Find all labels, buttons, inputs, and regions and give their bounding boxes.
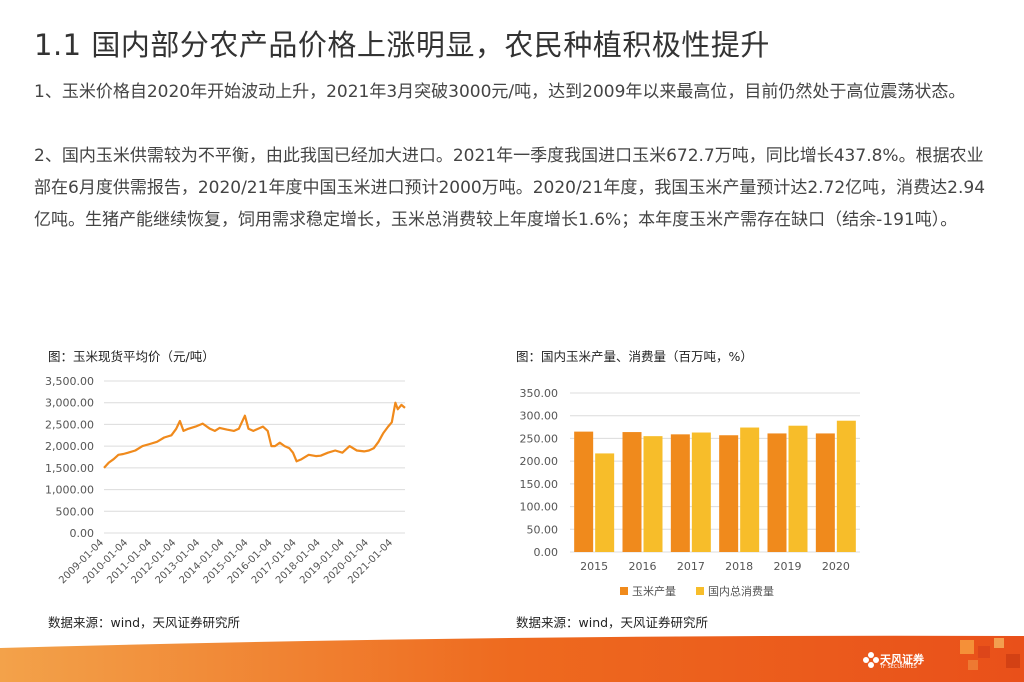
- page-title: 1.1 国内部分农产品价格上涨明显，农民种植积极性提升: [34, 28, 770, 62]
- legend-label: 玉米产量: [632, 584, 676, 598]
- x-tick-label: 2017: [677, 560, 705, 573]
- y-tick-label: 2,000.00: [45, 440, 94, 453]
- line-chart-source: 数据来源：wind，天风证券研究所: [48, 615, 241, 630]
- bar: [836, 420, 856, 552]
- bar: [719, 435, 739, 552]
- y-tick-label: 0.00: [534, 546, 559, 559]
- logo-name: 天风证券: [880, 653, 924, 666]
- y-tick-label: 500.00: [56, 505, 95, 518]
- bar: [595, 453, 615, 552]
- y-tick-label: 200.00: [520, 455, 559, 468]
- logo-subtitle: TF SECURITIES: [880, 664, 917, 670]
- x-tick-label: 2020: [822, 560, 850, 573]
- bar: [691, 432, 711, 552]
- y-tick-label: 3,000.00: [45, 397, 94, 410]
- y-tick-label: 0.00: [70, 527, 95, 540]
- price-series-line: [103, 401, 406, 469]
- bar: [643, 436, 663, 552]
- bar: [740, 427, 760, 552]
- line-chart-caption: 图：玉米现货平均价（元/吨）: [48, 349, 215, 364]
- y-tick-label: 1,500.00: [45, 462, 94, 475]
- legend-swatch: [620, 587, 628, 595]
- y-tick-label: 3,500.00: [45, 375, 94, 388]
- x-tick-label: 2015: [580, 560, 608, 573]
- y-tick-label: 100.00: [520, 501, 559, 514]
- y-tick-label: 300.00: [520, 410, 559, 423]
- bar-chart: 350.00 300.00 250.00 200.00 150.00 100.00 50.0…: [520, 387, 860, 598]
- y-tick-label: 1,000.00: [45, 484, 94, 497]
- bar: [815, 433, 835, 552]
- legend-swatch: [696, 587, 704, 595]
- legend-label: 国内总消费量: [708, 584, 774, 598]
- y-tick-label: 150.00: [520, 478, 559, 491]
- y-tick-label: 2,500.00: [45, 418, 94, 431]
- bar: [622, 432, 642, 552]
- x-tick-label: 2016: [629, 560, 657, 573]
- bar: [788, 425, 808, 552]
- y-tick-label: 50.00: [527, 523, 559, 536]
- y-tick-label: 250.00: [520, 432, 559, 445]
- bar-chart-caption: 图：国内玉米产量、消费量（百万吨，%）: [516, 349, 753, 364]
- x-tick-label: 2019: [774, 560, 802, 573]
- bar: [767, 433, 787, 552]
- y-tick-label: 350.00: [520, 387, 559, 400]
- paragraph-1: 1、玉米价格自2020年开始波动上升，2021年3月突破3000元/吨，达到20…: [34, 82, 966, 102]
- bar: [574, 431, 594, 552]
- bar-chart-source: 数据来源：wind，天风证券研究所: [516, 615, 709, 630]
- bar: [670, 434, 690, 552]
- paragraph-2: 2、国内玉米供需较为不平衡，由此我国已经加大进口。2021年一季度我国进口玉米6…: [34, 146, 986, 230]
- logo-flower-icon: [863, 652, 879, 668]
- footer-band: [0, 635, 1024, 682]
- x-tick-label: 2018: [725, 560, 753, 573]
